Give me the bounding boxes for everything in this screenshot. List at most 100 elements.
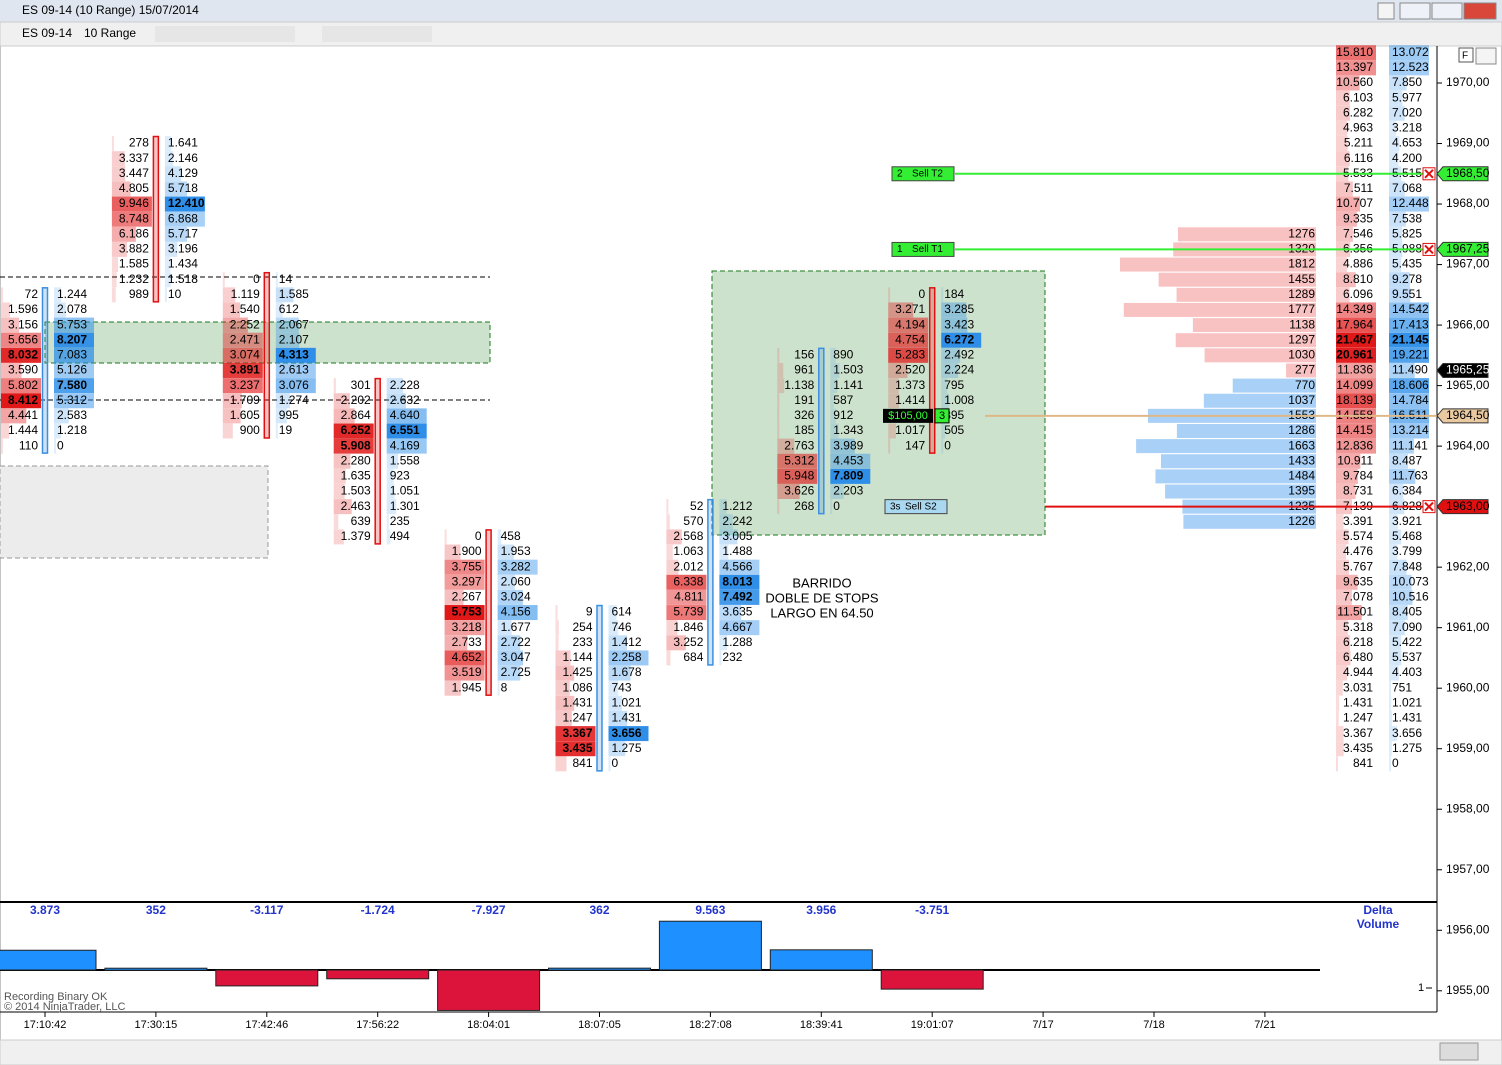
- ask-cell: [386, 468, 394, 484]
- price-marker: [1436, 166, 1489, 182]
- chart-tools[interactable]: [322, 26, 432, 42]
- window-title: ES 09-14 (10 Range) 15/07/2014: [22, 3, 199, 17]
- ask-cell: [275, 317, 299, 333]
- ask-volume: 14: [279, 272, 293, 286]
- bid-volume: 684: [683, 650, 703, 664]
- bid-volume: 4.811: [674, 590, 703, 604]
- price-label: 1956,00: [1446, 922, 1490, 936]
- bid-cell: [1336, 90, 1350, 106]
- bid-volume: 4.963: [1343, 121, 1373, 135]
- ask-volume: 923: [390, 469, 410, 483]
- flag-button[interactable]: [1458, 47, 1474, 63]
- bid-volume: 6.282: [1343, 105, 1373, 119]
- instrument-selector[interactable]: ES 09-14: [22, 26, 72, 40]
- bid-cell: [1336, 120, 1348, 136]
- bid-volume: 1.709: [230, 393, 260, 407]
- ask-cell: [719, 605, 742, 621]
- bid-volume: 8.810: [1343, 272, 1373, 286]
- ask-cell: [164, 257, 171, 273]
- delta-title: Delta: [1363, 903, 1393, 917]
- ask-volume: 11.763: [1392, 469, 1428, 483]
- price-marker: [1436, 362, 1489, 378]
- bid-volume: 3.519: [452, 665, 482, 679]
- ask-volume: 4.640: [390, 408, 420, 422]
- order-qty: 1: [897, 244, 903, 255]
- ask-volume: 1.218: [57, 423, 87, 437]
- bid-cell: [666, 635, 686, 651]
- ask-volume: 3.218: [1392, 121, 1422, 135]
- bid-cell: [1336, 605, 1362, 621]
- bid-volume: 1.431: [1343, 696, 1373, 710]
- time-label: 19:01:07: [911, 1019, 954, 1031]
- bid-cell: [1336, 726, 1344, 742]
- bar-body: [41, 287, 49, 454]
- ask-volume: 1.288: [722, 635, 752, 649]
- profile-bar: [1177, 227, 1316, 242]
- profile-bar: [1204, 348, 1316, 363]
- ask-cell: [941, 317, 968, 333]
- bid-cell: [222, 317, 248, 333]
- ask-cell: [1389, 120, 1397, 136]
- bid-cell: [666, 620, 678, 636]
- ask-volume: 1.051: [390, 484, 420, 498]
- ask-cell: [830, 362, 840, 378]
- ask-volume: 21.145: [1392, 332, 1429, 346]
- delta-bar: [880, 969, 984, 990]
- bid-cell: [666, 605, 707, 621]
- ask-volume: 9.551: [1392, 287, 1422, 301]
- bid-volume: 900: [240, 423, 260, 437]
- bar-type-selector[interactable]: 10 Range: [84, 26, 136, 40]
- dropdown-button[interactable]: [1475, 47, 1497, 65]
- ask-cell: [54, 393, 94, 409]
- bid-volume: 4.476: [1343, 544, 1373, 558]
- ask-cell: [54, 438, 56, 454]
- bid-volume: 3.074: [230, 348, 260, 362]
- ask-cell: [54, 347, 94, 363]
- bid-cell: [888, 393, 900, 409]
- ask-cell: [1389, 211, 1406, 227]
- ask-cell: [497, 620, 512, 636]
- ask-volume: 4.156: [501, 605, 531, 619]
- bid-volume: 8.731: [1343, 484, 1373, 498]
- bid-cell: [1336, 665, 1348, 681]
- bid-cell: [1336, 468, 1358, 484]
- ask-cell: [497, 589, 523, 605]
- ask-cell: [1389, 635, 1402, 651]
- bid-cell: [1336, 695, 1340, 711]
- scrollbar[interactable]: [0, 1039, 1502, 1065]
- delta-bar: [215, 969, 319, 987]
- profile-bar: [1183, 514, 1316, 529]
- price-label: 1957,00: [1446, 862, 1490, 876]
- bid-volume: 1.232: [119, 272, 149, 286]
- ask-cell: [941, 287, 944, 303]
- drawing-tools[interactable]: [155, 26, 295, 42]
- ask-cell: [1389, 726, 1398, 742]
- ask-cell: [386, 423, 427, 439]
- bid-cell: [888, 378, 899, 394]
- profile-bar: [1176, 423, 1316, 438]
- bid-cell: [111, 226, 136, 242]
- close-button[interactable]: [1463, 2, 1497, 20]
- ask-cell: [1389, 665, 1399, 681]
- ask-volume: 1.412: [612, 635, 642, 649]
- ask-cell: [386, 393, 406, 409]
- bid-volume: 3.252: [673, 635, 703, 649]
- maximize-button[interactable]: [1431, 2, 1463, 20]
- bid-volume: 14.415: [1336, 423, 1373, 437]
- ask-volume: 1.431: [1392, 711, 1422, 725]
- bid-volume: 8.748: [119, 211, 149, 225]
- profile-value: 1289: [1288, 287, 1315, 301]
- ask-cell: [608, 650, 649, 666]
- scroll-thumb[interactable]: [1439, 1042, 1479, 1061]
- ask-cell: [1389, 741, 1392, 757]
- ask-cell: [830, 484, 844, 500]
- bid-volume: 9.635: [1343, 574, 1373, 588]
- bid-volume: 1.945: [452, 680, 482, 694]
- ask-volume: 6.272: [944, 332, 974, 346]
- ask-cell: [941, 362, 959, 378]
- ask-cell: [608, 680, 619, 696]
- minimize-button[interactable]: [1399, 2, 1431, 20]
- help-button[interactable]: [1377, 2, 1395, 20]
- bid-cell: [222, 423, 233, 439]
- ask-volume: 2.203: [833, 484, 863, 498]
